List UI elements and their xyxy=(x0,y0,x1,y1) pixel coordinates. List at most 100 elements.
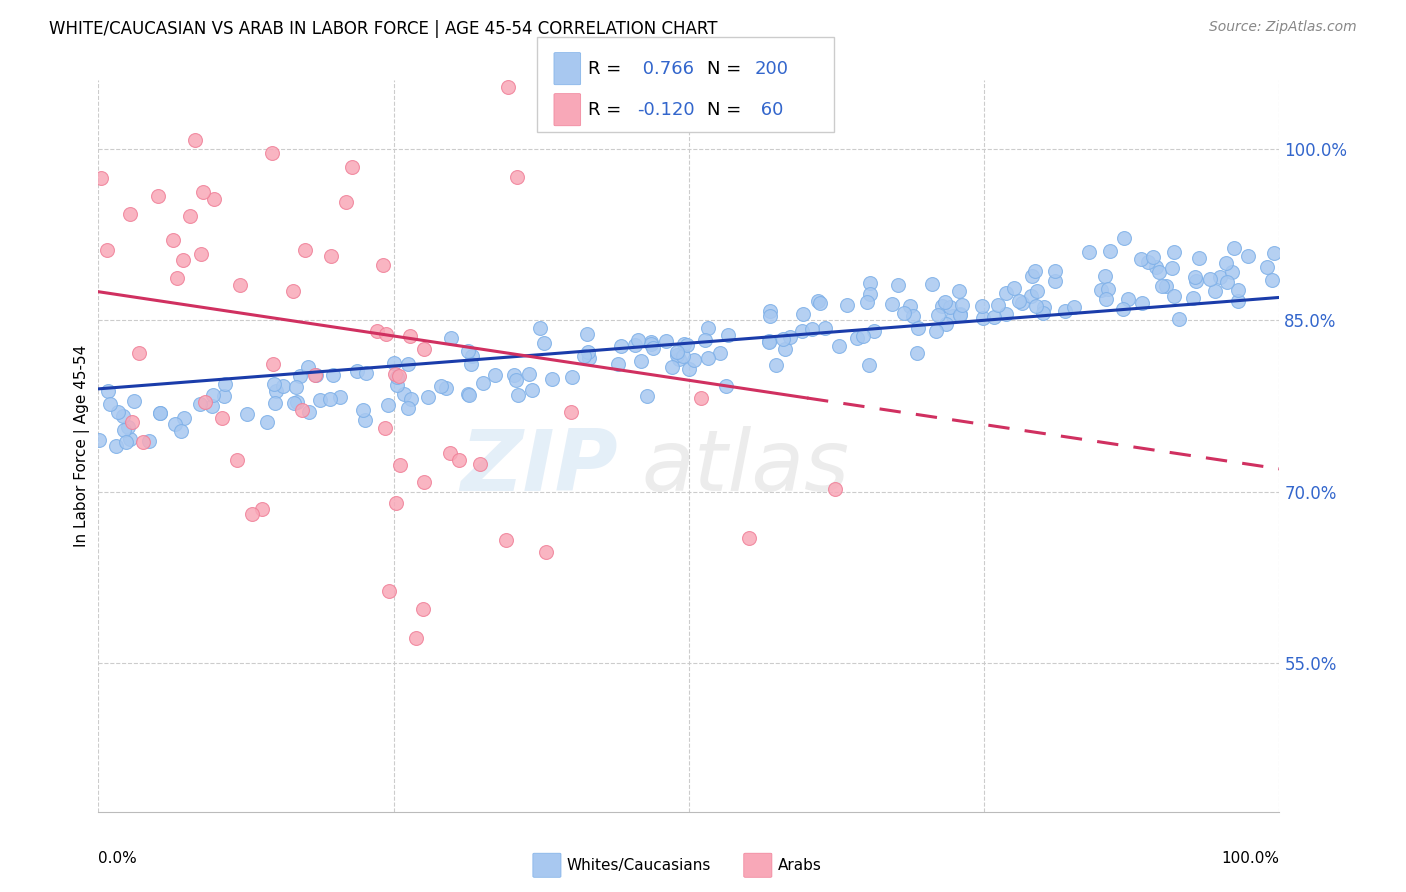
Point xyxy=(640,337,662,351)
Point xyxy=(128,346,150,360)
Point xyxy=(211,411,233,425)
Point xyxy=(105,438,128,452)
Point xyxy=(1136,254,1159,268)
Point xyxy=(517,367,540,381)
Point xyxy=(1078,245,1101,260)
Point xyxy=(925,324,948,338)
Point xyxy=(1199,271,1222,285)
Point xyxy=(392,387,415,401)
Point xyxy=(1025,299,1047,313)
Point xyxy=(1045,264,1067,278)
Point xyxy=(887,277,910,292)
Point xyxy=(385,496,408,510)
Text: Source: ZipAtlas.com: Source: ZipAtlas.com xyxy=(1209,20,1357,34)
Point xyxy=(522,384,544,398)
Point xyxy=(576,326,599,341)
Point xyxy=(149,406,172,420)
Point xyxy=(1237,249,1260,263)
Point xyxy=(1163,289,1185,303)
Point xyxy=(115,435,138,450)
Point xyxy=(384,367,406,381)
Point xyxy=(172,252,194,267)
Point xyxy=(1118,292,1140,306)
Text: Whites/Caucasians: Whites/Caucasians xyxy=(567,858,711,872)
Point xyxy=(262,357,284,371)
Point xyxy=(294,244,316,258)
Point xyxy=(1204,284,1226,298)
Point xyxy=(807,293,830,308)
Point xyxy=(995,286,1018,301)
Point xyxy=(1053,303,1076,318)
Point xyxy=(540,371,562,385)
Point xyxy=(661,360,683,375)
Point xyxy=(983,310,1005,324)
Point xyxy=(457,344,479,359)
Point xyxy=(352,403,374,417)
Point xyxy=(1154,278,1177,293)
Point xyxy=(385,378,408,392)
Point xyxy=(576,345,599,359)
Point xyxy=(927,308,949,322)
Point xyxy=(1222,241,1244,255)
Point xyxy=(529,320,551,334)
Point xyxy=(304,368,326,383)
Point xyxy=(107,405,129,419)
Point xyxy=(1025,284,1047,298)
Point xyxy=(388,369,411,384)
Point xyxy=(828,339,851,353)
Point xyxy=(354,366,377,380)
Point xyxy=(309,393,332,408)
Point xyxy=(578,351,600,365)
Point xyxy=(297,359,319,374)
Point xyxy=(534,545,557,559)
Text: ZIP: ZIP xyxy=(460,426,619,509)
Point xyxy=(942,310,965,324)
Point xyxy=(693,333,716,347)
Point xyxy=(630,354,652,368)
Point xyxy=(949,307,972,321)
Point xyxy=(758,335,780,350)
Point xyxy=(1263,245,1285,260)
Point xyxy=(1032,300,1054,314)
Point xyxy=(377,398,399,412)
Point xyxy=(399,392,422,406)
Point xyxy=(814,320,837,334)
Text: atlas: atlas xyxy=(641,426,849,509)
Point xyxy=(506,169,529,184)
Point xyxy=(439,446,461,460)
Point xyxy=(204,192,226,206)
Point xyxy=(636,389,658,403)
Point xyxy=(970,299,993,313)
Point xyxy=(449,453,471,467)
Point xyxy=(758,334,780,348)
Point xyxy=(846,330,869,344)
Text: -0.120: -0.120 xyxy=(637,101,695,119)
Point xyxy=(808,295,831,310)
Point xyxy=(623,338,645,352)
Point xyxy=(714,379,737,393)
Point xyxy=(285,394,308,409)
Point xyxy=(905,346,928,360)
Point xyxy=(758,304,780,318)
Point xyxy=(1112,231,1135,245)
Point xyxy=(655,334,678,349)
Point xyxy=(987,298,1010,312)
Point xyxy=(461,349,484,363)
Point xyxy=(496,80,519,95)
Point xyxy=(610,339,633,353)
Point xyxy=(290,369,312,384)
Point xyxy=(132,434,155,449)
Point xyxy=(858,358,880,372)
Point xyxy=(418,390,440,404)
Point xyxy=(1094,268,1116,283)
Point xyxy=(319,249,342,263)
Point xyxy=(678,362,700,376)
Point xyxy=(949,308,972,322)
Point xyxy=(508,387,530,401)
Point xyxy=(298,405,321,419)
Point xyxy=(236,407,259,421)
Point xyxy=(354,413,377,427)
Point xyxy=(690,391,713,405)
Point xyxy=(972,310,994,325)
Point xyxy=(738,532,761,546)
